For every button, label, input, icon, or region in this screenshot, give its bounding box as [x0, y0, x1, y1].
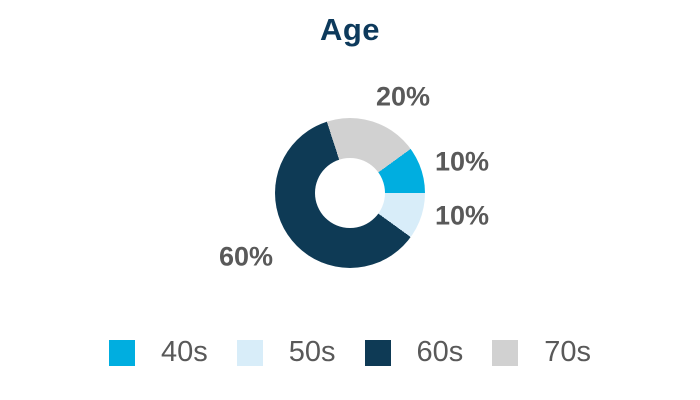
legend-item-50s: 50s: [236, 336, 336, 368]
legend-label-70s: 70s: [544, 336, 592, 368]
legend: 40s 50s 60s 70s: [0, 338, 700, 367]
donut-chart: [275, 118, 425, 268]
legend-item-60s: 60s: [364, 336, 464, 368]
legend-label-60s: 60s: [416, 336, 464, 368]
legend-swatch-70s: [492, 339, 519, 366]
chart-title: Age: [319, 12, 381, 47]
slice-label-60s: 60%: [218, 241, 274, 272]
slice-label-70s: 20%: [375, 81, 431, 112]
legend-label-40s: 40s: [160, 336, 208, 368]
slice-label-50s: 10%: [434, 200, 490, 231]
legend-item-40s: 40s: [108, 336, 208, 368]
legend-item-70s: 70s: [492, 338, 591, 367]
legend-label-50s: 50s: [288, 336, 336, 368]
donut-hole: [315, 158, 385, 228]
legend-swatch-50s: [236, 339, 263, 366]
legend-swatch-40s: [108, 339, 135, 366]
slice-label-40s: 10%: [434, 146, 490, 177]
legend-swatch-60s: [364, 339, 391, 366]
